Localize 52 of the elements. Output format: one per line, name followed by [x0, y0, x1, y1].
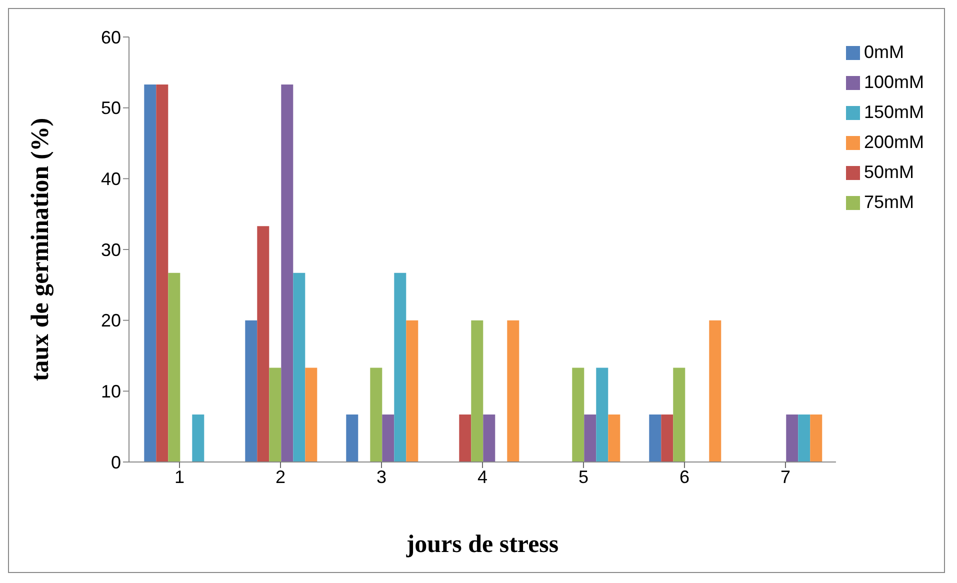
- bar: [810, 414, 822, 462]
- bar: [281, 84, 294, 462]
- bar: [156, 84, 168, 462]
- bar: [483, 414, 496, 462]
- x-tick-label: 4: [477, 466, 488, 487]
- y-axis-title: taux de germination (%): [26, 118, 54, 382]
- bar: [370, 368, 382, 462]
- bar: [245, 320, 258, 462]
- y-tick-label: 50: [100, 98, 121, 118]
- bar: [673, 368, 686, 462]
- y-tick-label: 30: [100, 240, 121, 260]
- bar: [346, 414, 358, 462]
- bar: [406, 320, 418, 462]
- bar: [709, 320, 722, 462]
- bar: [192, 414, 204, 462]
- y-tick-label: 0: [110, 452, 121, 472]
- bar: [507, 320, 520, 462]
- y-tick-label: 40: [100, 169, 121, 190]
- bar: [459, 414, 472, 462]
- legend-label: 0mM: [864, 42, 904, 62]
- y-tick-label: 60: [100, 27, 121, 48]
- x-tick-label: 7: [780, 466, 790, 487]
- x-tick-label: 5: [578, 466, 588, 487]
- bar: [305, 368, 318, 462]
- bar: [269, 368, 282, 462]
- x-axis-title: jours de stress: [405, 531, 559, 558]
- bar: [168, 272, 180, 462]
- legend-label: 100mM: [864, 72, 924, 92]
- legend-label: 50mM: [864, 162, 914, 182]
- bar: [661, 414, 674, 462]
- bar: [382, 414, 394, 462]
- bar: [786, 414, 798, 462]
- bar: [798, 414, 810, 462]
- y-tick-label: 20: [100, 310, 121, 331]
- bar: [649, 414, 662, 462]
- legend-label: 200mM: [864, 132, 924, 152]
- x-tick-label: 6: [679, 466, 690, 487]
- bar: [572, 368, 584, 462]
- legend-label: 75mM: [864, 192, 914, 212]
- bar: [257, 226, 270, 462]
- y-tick-label: 10: [100, 382, 121, 402]
- bar: [471, 320, 484, 462]
- bar: [596, 368, 608, 462]
- x-tick-label: 3: [376, 466, 386, 487]
- legend-label: 150mM: [864, 102, 924, 122]
- bar: [394, 272, 406, 462]
- x-tick-label: 2: [275, 466, 286, 487]
- x-tick-label: 1: [174, 466, 185, 487]
- bar: [608, 414, 620, 462]
- bar: [584, 414, 596, 462]
- bar: [293, 272, 306, 462]
- bar: [144, 84, 156, 462]
